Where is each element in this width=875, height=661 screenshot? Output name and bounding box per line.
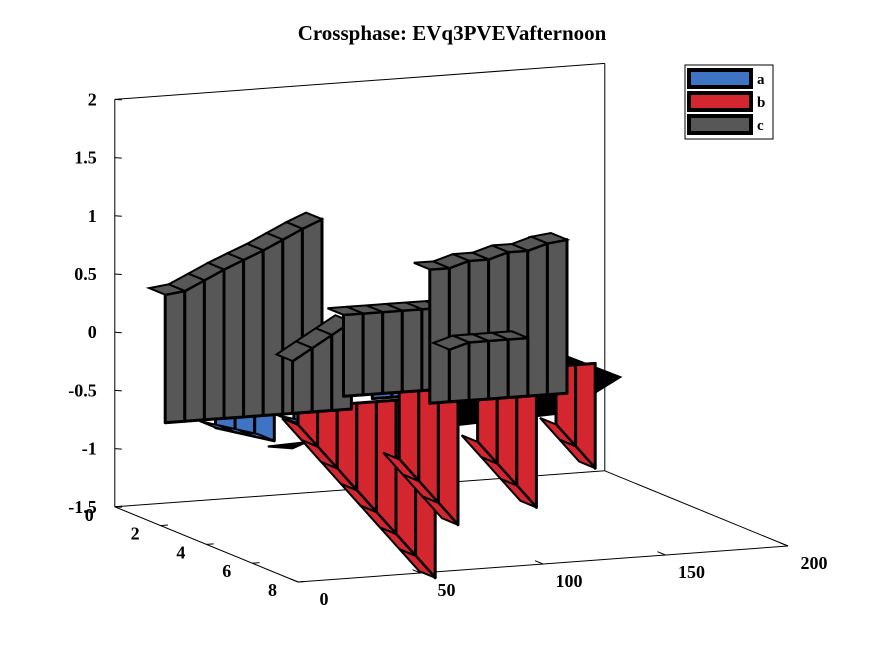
series-b-strip (500, 478, 538, 509)
y-tick-mark (297, 580, 306, 583)
series-c-strip (527, 231, 571, 245)
z-tick-mark (114, 157, 122, 159)
z-tick-mark (114, 331, 122, 334)
series-c-panel (183, 278, 206, 423)
x-tick-mark (779, 542, 789, 547)
y-tick-mark (206, 543, 214, 545)
y-tick-label: 4 (176, 542, 185, 562)
series-b-strip (421, 495, 459, 526)
z-tick-label: -1 (82, 439, 97, 459)
series-c-panel (487, 337, 510, 401)
series-a-segment (199, 404, 276, 443)
series-c-strip (283, 211, 325, 230)
z-tick-label: -1.5 (68, 497, 97, 517)
y-tick-label: 0 (85, 505, 94, 525)
series-c-panel (163, 289, 187, 425)
x-tick-label: 200 (801, 553, 828, 573)
series-c-panel (428, 266, 451, 405)
series-b-segment (460, 366, 538, 509)
legend-label-c: c (757, 118, 764, 134)
x-tick-mark (412, 569, 421, 574)
z-tick-label: 1.5 (74, 148, 97, 168)
z-tick-mark (114, 215, 122, 217)
x-tick-mark (657, 551, 666, 556)
x-tick-mark (534, 560, 544, 565)
series-c-segment (430, 330, 530, 404)
legend-swatch-b (687, 91, 753, 112)
series-b-strip (398, 548, 436, 579)
z-tick-mark (114, 98, 122, 101)
y-tick-label: 8 (268, 580, 277, 600)
legend[interactable]: abc (684, 64, 774, 140)
y-tick-mark (160, 524, 168, 527)
series-c-panel (261, 238, 285, 417)
series-c-panel (202, 267, 226, 422)
z-tick-label: 0 (88, 322, 97, 342)
x-tick-label: 0 (320, 589, 329, 609)
series-c-segment (145, 211, 325, 425)
series-c-panel (447, 340, 471, 404)
series-c-panel (342, 311, 365, 398)
legend-label-a: a (757, 72, 765, 88)
x-tick-label: 50 (438, 580, 456, 600)
x-tick-mark (289, 578, 299, 583)
series-c-panel (381, 309, 404, 395)
series-group (145, 211, 597, 580)
z-tick-mark (114, 448, 122, 450)
y-tick-mark (252, 562, 260, 564)
z-tick-mark (114, 273, 122, 275)
y-tick-mark (114, 505, 123, 508)
z-tick-label: -0.5 (68, 380, 97, 400)
chart-title: Crossphase: EVq3PVEVafternoon (298, 21, 607, 45)
series-c-panel (361, 310, 385, 397)
z-tick-label: 2 (88, 89, 97, 109)
axis-box-edge (114, 62, 605, 100)
legend-label-b: b (757, 95, 765, 111)
y-tick-label: 6 (222, 561, 231, 581)
series-b-strip (558, 438, 596, 470)
x-tick-label: 100 (556, 571, 583, 591)
legend-swatch-a (687, 68, 753, 89)
z-tick-label: 0.5 (74, 264, 97, 284)
axis-box-edge (604, 470, 789, 547)
series-c-panel (467, 339, 491, 402)
series-c-strip (491, 330, 529, 341)
series-c-panel (506, 336, 530, 399)
legend-swatch-c (687, 114, 753, 135)
z-tick-mark (114, 389, 122, 392)
series-c-panel (400, 307, 424, 394)
series-a-strip (238, 428, 275, 442)
z-tick-label: 1 (88, 206, 97, 226)
series-c-panel (545, 238, 569, 397)
series-c-panel (526, 241, 549, 398)
x-tick-label: 150 (678, 562, 705, 582)
series-c-panel (222, 258, 246, 420)
y-tick-label: 2 (131, 524, 140, 544)
tick-labels: -1.5 -1 -0.5 0 0.5 1 1.5 2 0 50 100 150 200 0 2 4 6 8 (68, 89, 827, 609)
series-c-panel (242, 248, 265, 419)
